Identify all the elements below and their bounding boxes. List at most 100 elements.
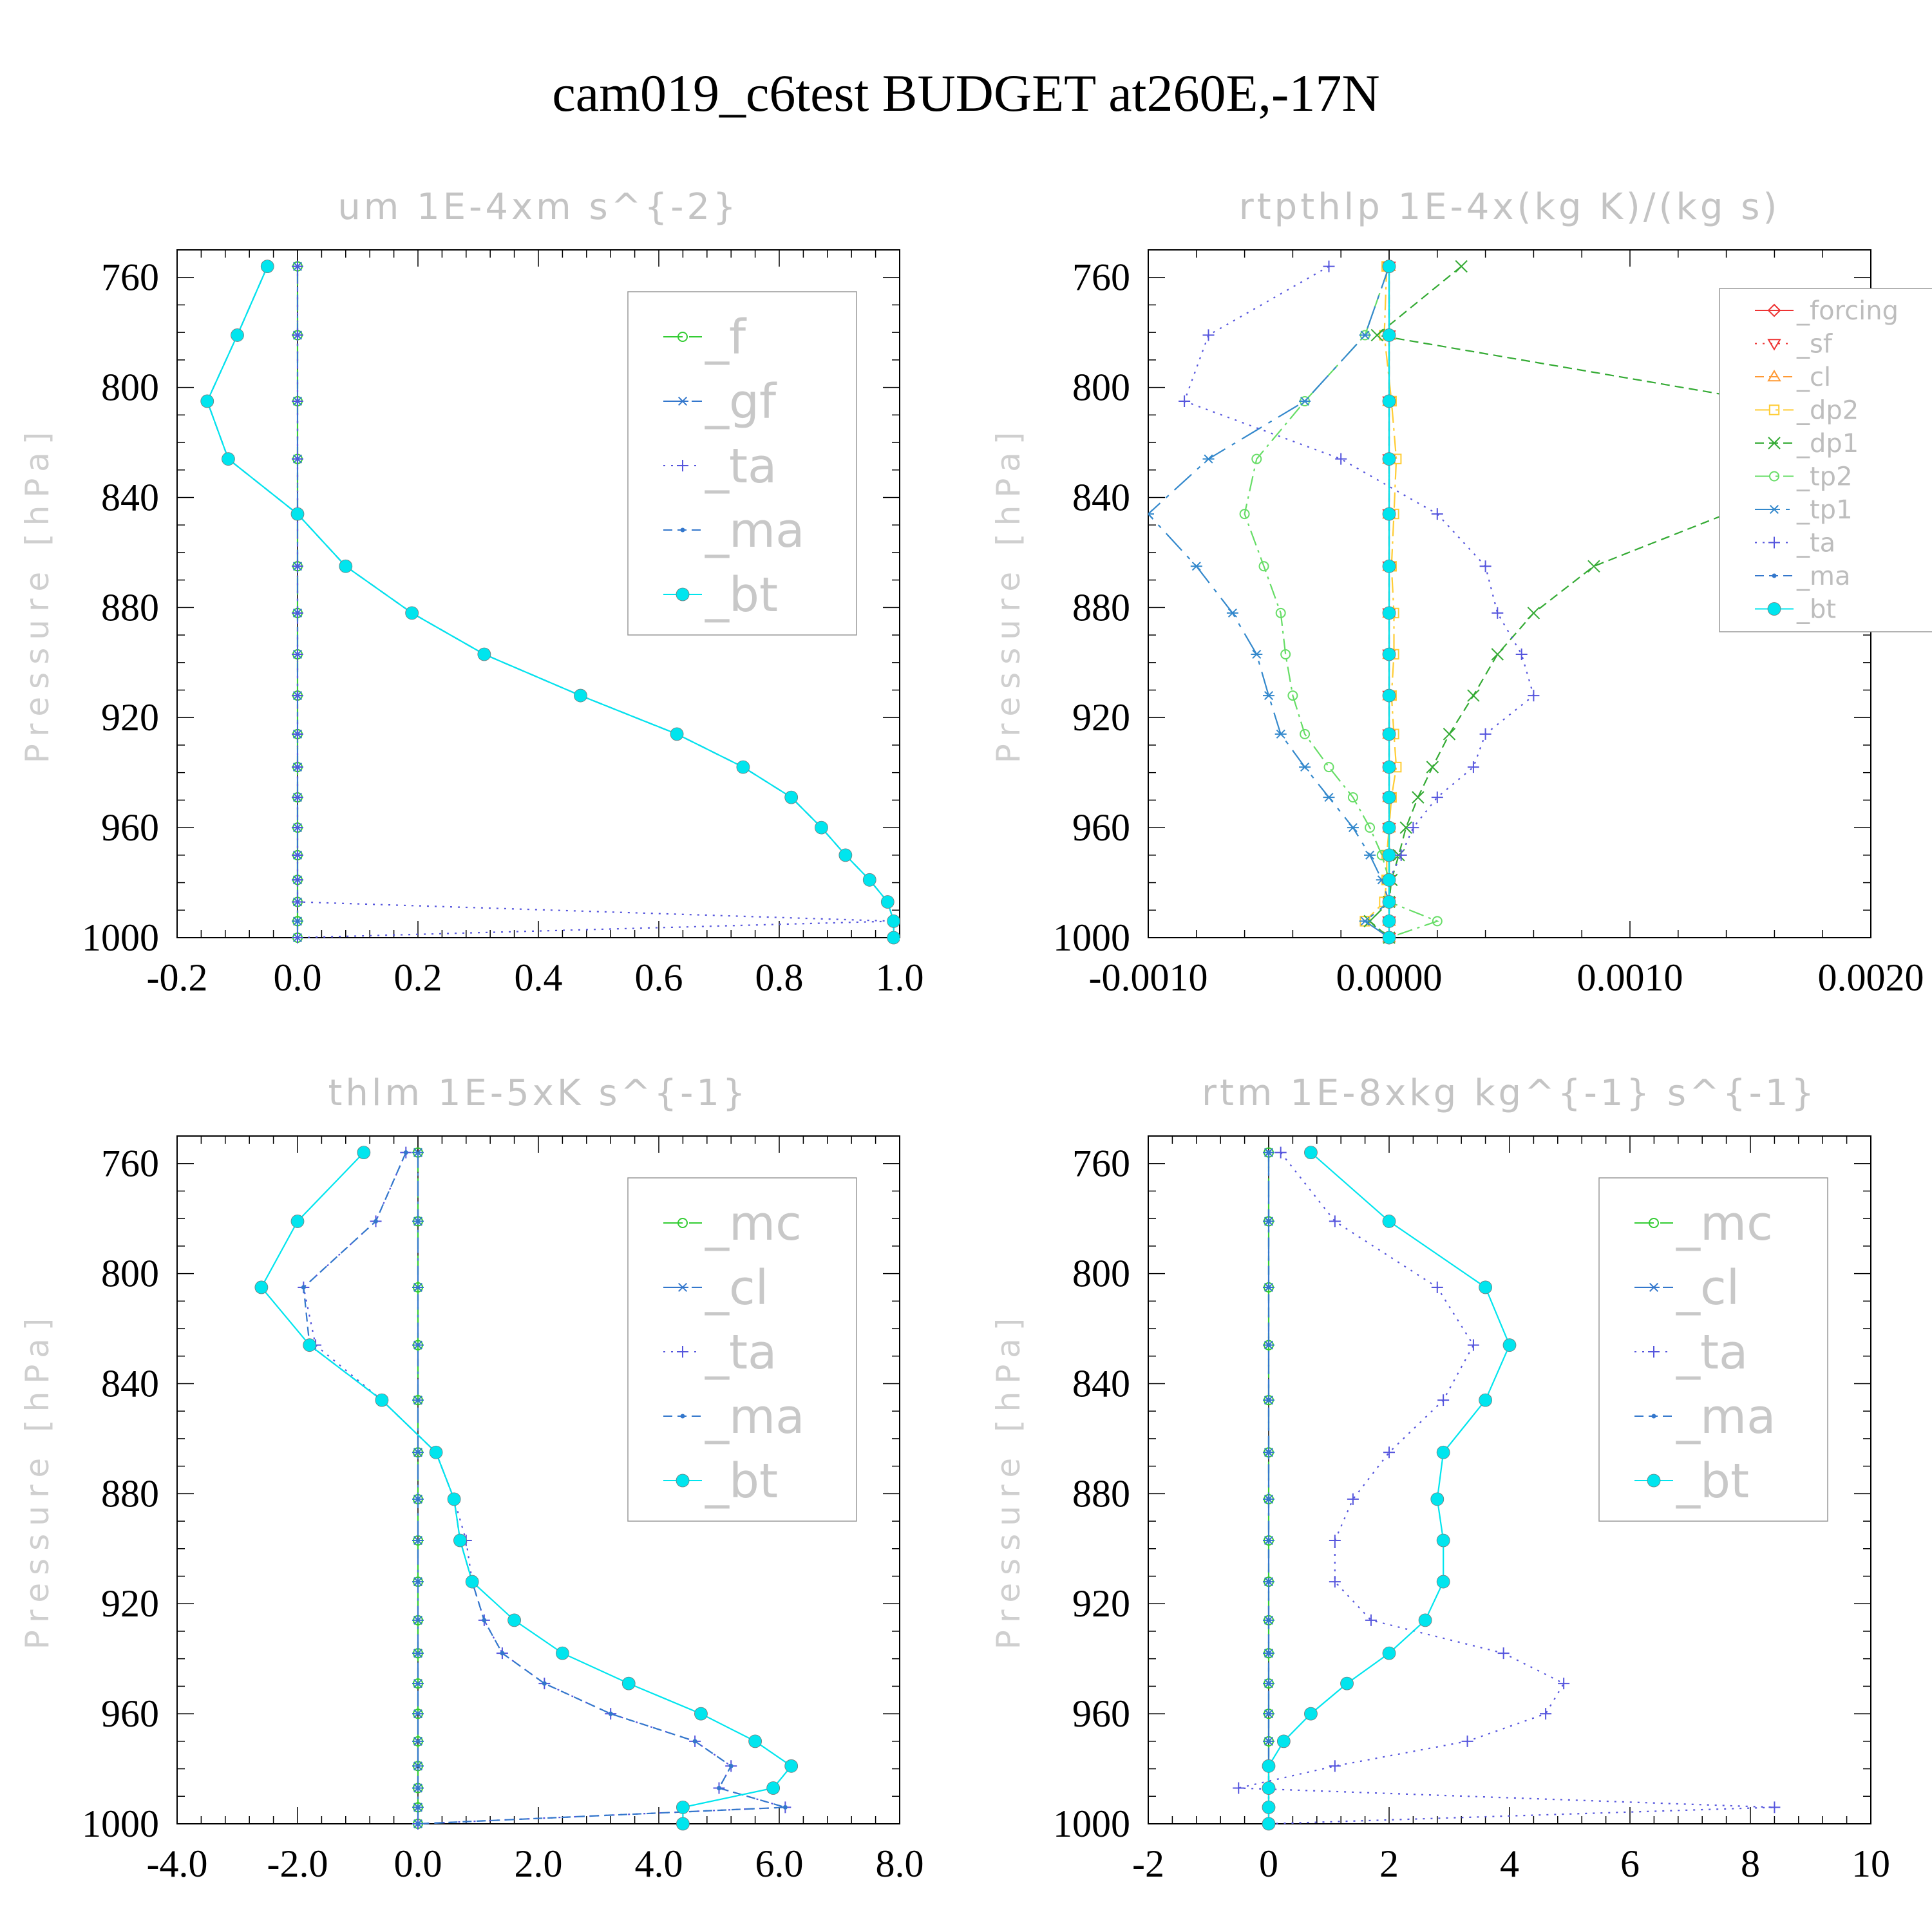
y-tick-label: 880	[101, 1472, 159, 1515]
data-point-ma	[374, 1218, 379, 1224]
data-point-cl	[412, 1709, 424, 1719]
data-point-bt	[260, 260, 274, 274]
data-point-bt	[1382, 328, 1396, 342]
data-point-bt	[1436, 1533, 1450, 1548]
data-point-bt	[1436, 1445, 1450, 1459]
data-point-ma	[403, 1150, 408, 1155]
data-point-tp1	[1347, 823, 1359, 833]
x-tick-label: 6.0	[755, 1842, 804, 1885]
data-point-tp1	[1148, 509, 1154, 519]
data-point-cl	[412, 1761, 424, 1771]
data-point-ma	[301, 1285, 306, 1290]
data-point-bt	[1382, 820, 1396, 835]
data-point-dp1	[1587, 560, 1600, 573]
data-point-tp1	[1274, 729, 1287, 739]
x-tick-label: 0.6	[635, 956, 683, 999]
data-point-bt	[670, 727, 684, 741]
y-tick-label: 840	[101, 476, 159, 518]
data-point-cl	[412, 1615, 424, 1625]
y-tick-label: 920	[101, 696, 159, 739]
data-point-bt	[694, 1707, 708, 1721]
data-point-cl	[412, 1396, 424, 1405]
data-point-dp1	[1443, 728, 1456, 741]
legend-label: _ma	[1676, 1389, 1776, 1444]
data-point-dp1	[1426, 761, 1439, 773]
series-group	[1148, 259, 1817, 945]
series-line-bt	[1267, 1151, 1511, 1824]
data-point-ta	[1202, 329, 1215, 341]
x-tick-label: 0.0	[394, 1842, 442, 1885]
data-point-ta	[292, 761, 303, 773]
legend-marker	[1768, 404, 1780, 415]
y-tick-label: 880	[1072, 586, 1130, 629]
data-point-tp1	[1202, 454, 1215, 464]
data-point-bt	[1382, 1646, 1396, 1660]
y-tick-label: 880	[101, 586, 159, 629]
series-group	[254, 1146, 799, 1831]
data-point-bt	[507, 1613, 521, 1627]
legend-label: _cl	[1796, 363, 1831, 392]
data-point-tp1	[1299, 396, 1311, 406]
x-tick-label: 0.4	[515, 956, 563, 999]
data-point-ma	[415, 1821, 421, 1826]
data-point-ta	[292, 648, 303, 660]
legend-marker	[676, 587, 690, 601]
data-point-bt	[1382, 688, 1396, 703]
legend-marker	[1649, 1218, 1659, 1228]
panel-title: rtm 1E-8xkg kg^{-1} s^{-1}	[1202, 1072, 1817, 1114]
y-tick-label: 840	[1072, 476, 1130, 518]
series-line-dp2	[1363, 266, 1397, 938]
data-point-ta	[1461, 1735, 1473, 1747]
data-point-dp1	[1467, 689, 1480, 702]
legend-marker	[677, 1282, 688, 1293]
data-point-bt	[1304, 1146, 1318, 1160]
data-point-ta	[1492, 607, 1504, 619]
legend-marker	[1772, 573, 1777, 578]
legend-label: _tp2	[1796, 462, 1853, 492]
legend-marker	[1651, 1414, 1656, 1419]
panels: um 1E-4xm s^{-2}Pressure [hPa]7608008408…	[19, 186, 1932, 1885]
y-tick-label: 920	[1072, 1582, 1130, 1625]
data-point-ta	[1179, 395, 1191, 407]
legend-label: _ma	[1796, 562, 1850, 591]
data-point-bt	[1382, 1215, 1396, 1228]
data-point-ta	[1431, 508, 1443, 520]
y-tick-label: 1000	[82, 1803, 159, 1845]
x-tick-label: 1.0	[876, 956, 924, 999]
data-point-bt	[465, 1575, 479, 1589]
data-point-bt	[1436, 1575, 1450, 1589]
data-point-tp2	[1280, 649, 1291, 659]
data-point-ma	[1266, 1497, 1271, 1502]
y-tick-label: 760	[101, 256, 159, 299]
data-point-ma	[1266, 1711, 1271, 1716]
data-point-ta	[1347, 1493, 1359, 1505]
data-point-bt	[375, 1393, 389, 1407]
data-point-tp2	[1347, 792, 1358, 803]
legend-label: _ma	[705, 503, 804, 558]
data-point-ta	[1467, 761, 1479, 773]
y-tick-label: 800	[1072, 1253, 1130, 1295]
data-point-dp1	[1527, 607, 1540, 620]
y-tick-label: 1000	[1053, 916, 1130, 959]
data-point-tp2	[1251, 453, 1262, 464]
data-point-ma	[1266, 1618, 1271, 1623]
panel-title: thlm 1E-5xK s^{-1}	[328, 1072, 748, 1114]
data-point-bt	[1262, 1800, 1276, 1814]
series-line-tp1	[1148, 266, 1390, 938]
data-point-cl	[412, 1535, 424, 1545]
y-axis-label: Pressure [hPa]	[19, 1311, 56, 1650]
data-point-bt	[748, 1734, 762, 1748]
data-point-ta	[292, 453, 303, 465]
data-point-ma	[1266, 1450, 1271, 1455]
data-point-bt	[1382, 895, 1396, 909]
legend-label: _ma	[705, 1389, 804, 1444]
data-point-bt	[405, 606, 419, 620]
y-tick-label: 800	[101, 366, 159, 409]
data-point-cl	[412, 1803, 424, 1812]
data-point-cl	[412, 1448, 424, 1457]
data-point-bt	[1276, 1734, 1291, 1748]
legend-marker	[1648, 1346, 1660, 1358]
data-point-ta	[292, 607, 303, 619]
data-point-ta	[292, 849, 303, 861]
y-tick-label: 840	[101, 1362, 159, 1405]
